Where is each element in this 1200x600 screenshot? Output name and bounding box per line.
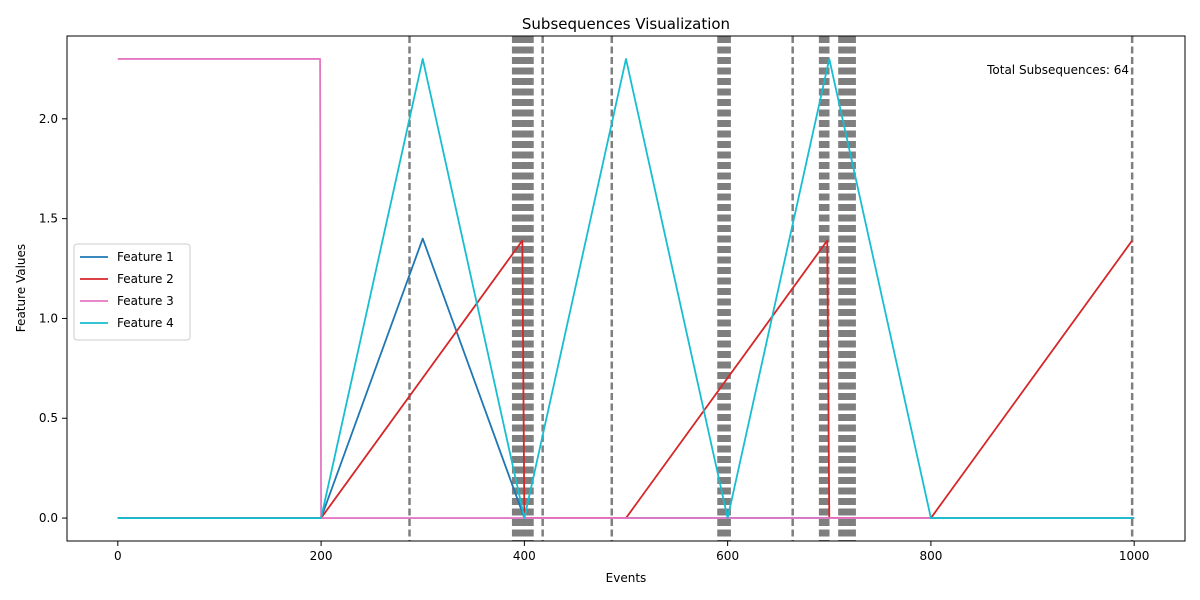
- boundaries-layer: [408, 36, 1134, 541]
- x-tick-label: 1000: [1119, 549, 1150, 563]
- y-tick-label: 0.0: [39, 511, 58, 525]
- series-line-feature-4: [117, 58, 1135, 519]
- plot-area: [67, 36, 1185, 541]
- y-tick-label: 2.0: [39, 112, 58, 126]
- x-tick-label: 0: [114, 549, 122, 563]
- x-axis-ticks: 0 200 400 600 800 1000: [114, 541, 1149, 563]
- legend-entry-label: Feature 1: [117, 250, 174, 264]
- legend-entry-label: Feature 3: [117, 294, 174, 308]
- y-tick-label: 1.5: [39, 212, 58, 226]
- y-axis-label: Feature Values: [14, 244, 28, 332]
- x-tick-label: 200: [310, 549, 333, 563]
- legend: Feature 1 Feature 2 Feature 3 Feature 4: [73, 243, 191, 341]
- total-subsequences-annotation: Total Subsequences: 64: [986, 63, 1129, 77]
- legend-entry-label: Feature 2: [117, 272, 174, 286]
- chart-title: Subsequences Visualization: [522, 15, 730, 33]
- plot-frame: [66, 35, 1186, 542]
- x-tick-label: 600: [716, 549, 739, 563]
- x-tick-label: 800: [919, 549, 942, 563]
- x-tick-label: 400: [513, 549, 536, 563]
- y-tick-label: 0.5: [39, 411, 58, 425]
- legend-box: [73, 243, 191, 341]
- series-layer: [117, 58, 1135, 519]
- x-axis-label: Events: [606, 571, 647, 585]
- legend-entry-label: Feature 4: [117, 316, 174, 330]
- y-tick-label: 1.0: [39, 311, 58, 325]
- y-axis-ticks: 0.0 0.5 1.0 1.5 2.0: [39, 112, 67, 525]
